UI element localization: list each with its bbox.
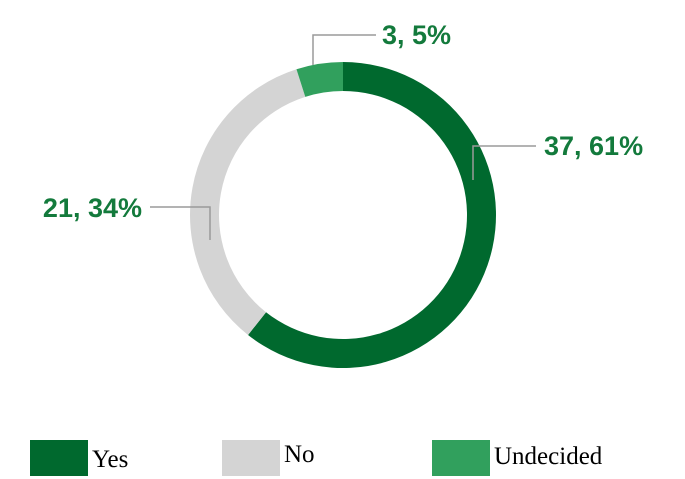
- legend-label-no: No: [284, 441, 315, 469]
- legend-label-yes: Yes: [92, 446, 128, 474]
- chart-legend: Yes No Undecided: [0, 438, 685, 478]
- data-label-no: 21, 34%: [43, 193, 142, 223]
- slice-no: [190, 69, 305, 335]
- legend-swatch-undecided: [432, 440, 490, 476]
- donut-slices: [190, 62, 496, 368]
- leader-line-undecided: [313, 35, 376, 65]
- slice-yes: [248, 62, 496, 368]
- data-label-undecided: 3, 5%: [382, 20, 451, 50]
- legend-swatch-no: [222, 440, 280, 476]
- data-label-yes: 37, 61%: [544, 131, 643, 161]
- legend-swatch-yes: [30, 440, 88, 476]
- legend-label-undecided: Undecided: [494, 443, 602, 471]
- donut-chart: 37, 61% 21, 34% 3, 5%: [0, 0, 685, 430]
- data-labels: 37, 61% 21, 34% 3, 5%: [43, 20, 643, 223]
